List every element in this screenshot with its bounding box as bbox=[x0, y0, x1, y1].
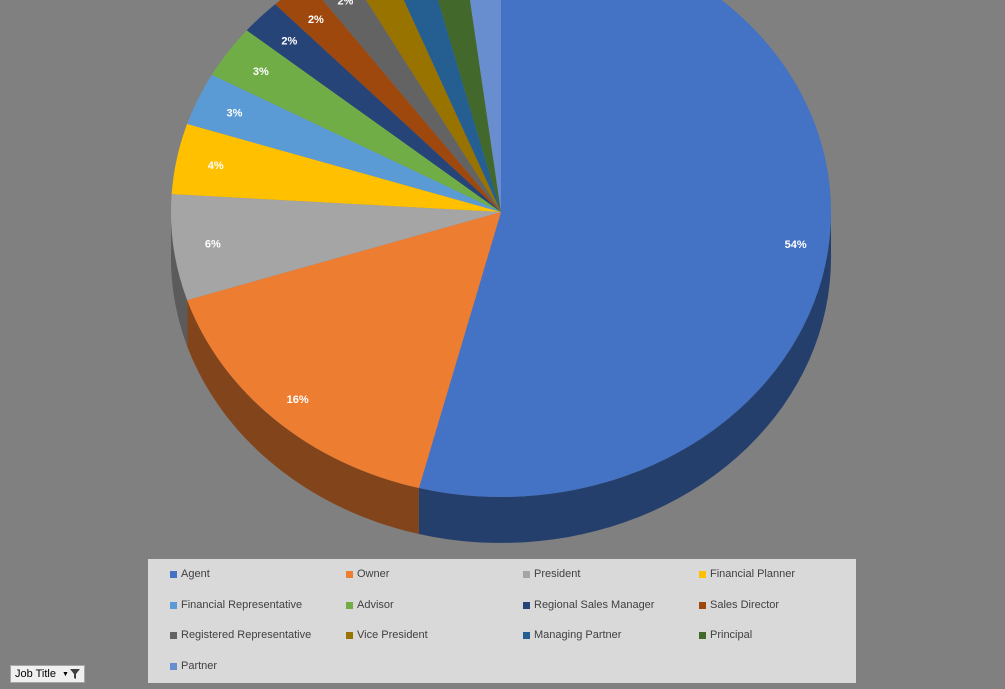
pie-slice-financial-planner[interactable] bbox=[171, 123, 501, 212]
legend-swatch bbox=[699, 631, 706, 639]
legend-swatch bbox=[699, 570, 706, 578]
filter-label: Job Title bbox=[15, 668, 56, 680]
pie-chart: 54%16%6%4%3%3%2%2%2%2%2%2%2% bbox=[170, 0, 831, 543]
legend-label: Regional Sales Manager bbox=[534, 599, 655, 611]
pie-slice-agent[interactable] bbox=[418, 0, 831, 497]
legend-label: Financial Representative bbox=[181, 599, 303, 611]
legend-label: Principal bbox=[710, 629, 753, 641]
legend-swatch bbox=[170, 601, 177, 609]
pie-slice-sales-director[interactable] bbox=[275, 0, 501, 212]
legend-swatch bbox=[523, 601, 530, 609]
data-label-financial-representative: 3% bbox=[227, 107, 243, 119]
pie-slice-owner[interactable] bbox=[187, 212, 501, 489]
legend-item-financial-representative[interactable]: Financial Representative bbox=[170, 599, 302, 611]
legend-item-financial-planner[interactable]: Financial Planner bbox=[699, 568, 795, 580]
pie-slice-financial-representative[interactable] bbox=[187, 74, 501, 213]
legend-label: Advisor bbox=[357, 599, 394, 611]
chart-legend: Agent Owner President Financial Planner Fina… bbox=[148, 559, 856, 683]
legend-item-registered-representative[interactable]: Registered Representative bbox=[170, 629, 311, 641]
funnel-icon bbox=[69, 669, 80, 679]
pie-side-president bbox=[171, 212, 188, 347]
dropdown-arrow-icon: ▼ bbox=[61, 670, 69, 678]
legend-label: Registered Representative bbox=[181, 629, 312, 641]
chart-area: 54%16%6%4%3%3%2%2%2%2%2%2%2% bbox=[170, 0, 831, 543]
data-label-president: 6% bbox=[205, 238, 221, 250]
legend-swatch bbox=[346, 601, 353, 609]
legend-item-partner[interactable]: Partner bbox=[170, 660, 217, 672]
legend-item-advisor[interactable]: Advisor bbox=[346, 599, 394, 611]
legend-item-sales-director[interactable]: Sales Director bbox=[699, 599, 779, 611]
legend-item-vice-president[interactable]: Vice President bbox=[346, 629, 428, 641]
pie-side-agent bbox=[418, 212, 831, 543]
legend-label: Managing Partner bbox=[534, 629, 622, 641]
legend-item-owner[interactable]: Owner bbox=[346, 568, 389, 580]
legend-label: Vice President bbox=[357, 629, 428, 641]
pie-slice-principal[interactable] bbox=[419, 0, 501, 212]
pie-slice-registered-representative[interactable] bbox=[307, 0, 501, 212]
job-title-filter-button[interactable]: Job Title ▼ bbox=[10, 665, 85, 683]
legend-swatch bbox=[523, 631, 530, 639]
legend-swatch bbox=[699, 601, 706, 609]
legend-label: President bbox=[534, 568, 581, 580]
data-label-registered-representative: 2% bbox=[337, 0, 353, 7]
legend-swatch bbox=[170, 662, 177, 670]
legend-item-president[interactable]: President bbox=[523, 568, 580, 580]
pie-slice-managing-partner[interactable] bbox=[380, 0, 501, 212]
legend-swatch bbox=[170, 631, 177, 639]
legend-swatch bbox=[346, 631, 353, 639]
legend-label: Financial Planner bbox=[710, 568, 795, 580]
legend-label: Owner bbox=[357, 568, 390, 580]
legend-item-managing-partner[interactable]: Managing Partner bbox=[523, 629, 621, 641]
pie-slice-partner[interactable] bbox=[460, 0, 501, 212]
legend-swatch bbox=[346, 570, 353, 578]
pie-slice-president[interactable] bbox=[170, 194, 501, 301]
legend-label: Sales Director bbox=[710, 599, 780, 611]
legend-label: Partner bbox=[181, 660, 218, 672]
legend-item-principal[interactable]: Principal bbox=[699, 629, 752, 641]
legend-swatch bbox=[170, 570, 177, 578]
pie-side-owner bbox=[187, 300, 419, 535]
data-label-agent: 54% bbox=[785, 239, 807, 251]
legend-swatch bbox=[523, 570, 530, 578]
legend-label: Agent bbox=[181, 568, 210, 580]
legend-item-regional-sales-manager[interactable]: Regional Sales Manager bbox=[523, 599, 654, 611]
data-label-advisor: 3% bbox=[253, 66, 269, 78]
data-label-financial-planner: 4% bbox=[208, 160, 224, 172]
data-label-regional-sales-manager: 2% bbox=[281, 35, 297, 47]
legend-item-agent[interactable]: Agent bbox=[170, 568, 210, 580]
data-label-sales-director: 2% bbox=[308, 14, 324, 26]
data-label-owner: 16% bbox=[287, 394, 309, 406]
pie-slice-advisor[interactable] bbox=[211, 30, 502, 212]
pie-slice-regional-sales-manager[interactable] bbox=[246, 4, 501, 212]
